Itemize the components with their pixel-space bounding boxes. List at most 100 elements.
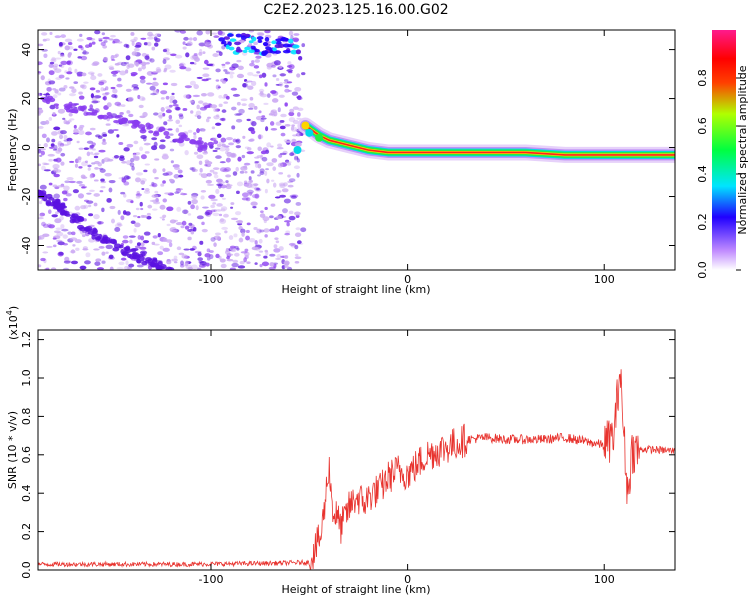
noise-point — [54, 218, 62, 224]
noise-point — [161, 218, 165, 221]
noise-point — [139, 75, 146, 80]
noise-point — [239, 260, 245, 265]
noise-point — [168, 242, 173, 248]
noise-point — [57, 50, 61, 55]
noise-point — [89, 104, 94, 110]
noise-point — [189, 80, 196, 86]
noise-point — [101, 207, 105, 213]
noise-point — [146, 212, 151, 216]
noise-point — [75, 247, 80, 251]
noise-point — [286, 81, 292, 84]
noise-point — [51, 138, 56, 143]
patch-point — [274, 44, 281, 49]
noise-point — [258, 238, 263, 244]
noise-point — [231, 63, 239, 69]
noise-point — [140, 154, 147, 160]
noise-point — [204, 159, 210, 164]
noise-point — [60, 224, 65, 229]
noise-point — [225, 157, 231, 163]
noise-point — [251, 60, 255, 64]
noise-point — [225, 174, 232, 178]
streak-point — [141, 126, 146, 132]
noise-point — [152, 70, 160, 74]
noise-point — [127, 96, 134, 102]
noise-point — [59, 215, 64, 221]
y-tick-label: 1.2 — [20, 331, 33, 349]
noise-point — [224, 150, 229, 155]
noise-point — [160, 183, 165, 187]
noise-point — [234, 245, 239, 249]
noise-point — [99, 168, 106, 173]
noise-point — [284, 140, 292, 143]
streak-point — [45, 193, 53, 199]
noise-point — [260, 210, 264, 214]
noise-point — [294, 86, 302, 92]
noise-point — [250, 201, 258, 206]
noise-point — [132, 153, 137, 158]
noise-point — [261, 115, 266, 118]
noise-point — [77, 56, 82, 59]
noise-point — [246, 147, 252, 151]
noise-point — [101, 260, 106, 264]
noise-point — [260, 117, 267, 120]
noise-point — [201, 228, 208, 233]
noise-point — [226, 183, 230, 186]
noise-point — [240, 251, 248, 254]
noise-point — [141, 64, 146, 70]
noise-point — [218, 94, 223, 99]
noise-point — [237, 265, 246, 269]
snr-scale-exponent: 4 — [5, 310, 14, 315]
noise-point — [86, 192, 92, 195]
streak-point — [113, 119, 120, 124]
noise-point — [291, 138, 297, 143]
noise-point — [77, 74, 83, 77]
noise-point — [153, 141, 158, 147]
noise-point — [165, 109, 172, 114]
noise-point — [231, 106, 237, 111]
noise-point — [228, 235, 234, 240]
noise-point — [38, 71, 42, 74]
noise-point — [67, 231, 73, 235]
noise-point — [153, 201, 161, 205]
noise-point — [230, 202, 235, 205]
noise-point — [41, 165, 46, 171]
noise-point — [80, 84, 85, 88]
noise-point — [120, 215, 125, 221]
noise-point — [129, 162, 135, 167]
noise-point — [243, 162, 251, 166]
noise-point — [279, 73, 287, 77]
noise-point — [162, 180, 166, 184]
noise-point — [288, 89, 292, 93]
noise-point — [165, 106, 171, 110]
noise-point — [294, 211, 301, 216]
noise-point — [151, 137, 158, 141]
noise-point — [173, 261, 178, 264]
noise-point — [130, 39, 137, 43]
noise-point — [284, 102, 288, 107]
noise-point — [153, 112, 159, 116]
streak-point — [199, 145, 205, 149]
noise-point — [120, 104, 126, 107]
noise-point — [154, 158, 160, 161]
noise-point — [165, 51, 171, 56]
noise-point — [94, 30, 101, 35]
noise-point — [287, 184, 294, 188]
noise-point — [87, 167, 91, 171]
noise-point — [155, 66, 161, 73]
noise-point — [210, 198, 218, 202]
noise-point — [51, 131, 58, 136]
noise-point — [193, 227, 197, 232]
noise-point — [291, 91, 299, 96]
streak-point — [53, 103, 60, 107]
noise-point — [116, 267, 124, 270]
noise-point — [295, 132, 302, 137]
noise-point — [184, 150, 189, 156]
noise-point — [162, 49, 168, 53]
noise-point — [97, 73, 103, 77]
noise-point — [179, 66, 187, 70]
noise-point — [79, 265, 87, 270]
noise-point — [136, 242, 142, 247]
noise-point — [50, 267, 57, 270]
noise-point — [196, 115, 202, 120]
noise-point — [81, 51, 90, 55]
